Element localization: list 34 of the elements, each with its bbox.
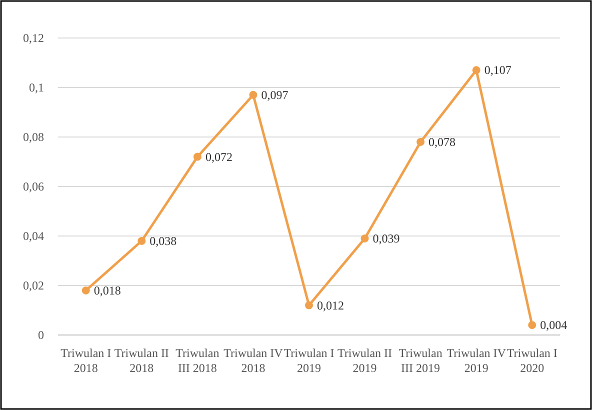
x-tick-label: Triwulan I 2018 <box>60 346 112 375</box>
data-label: 0,012 <box>317 298 344 312</box>
x-tick-label: Triwulan II 2018 <box>114 346 169 375</box>
y-tick-label: 0,08 <box>23 130 44 144</box>
data-label: 0,107 <box>484 63 512 78</box>
data-label: 0,038 <box>150 234 177 248</box>
data-label: 0,072 <box>205 150 232 164</box>
y-tick-label: 0,04 <box>23 229 44 243</box>
y-tick-label: 0,02 <box>23 278 44 292</box>
point <box>528 321 536 330</box>
x-tick-label: Triwulan IV 2019 <box>446 346 506 375</box>
data-label: 0,004 <box>540 318 568 332</box>
x-tick-label: Triwulan III 2018 <box>176 346 220 375</box>
point <box>305 301 313 310</box>
x-tick-label: Triwulan I 2019 <box>284 346 334 375</box>
x-tick-label: Triwulan II 2019 <box>337 346 392 375</box>
y-tick-label: 0,06 <box>23 180 44 194</box>
point <box>416 138 425 146</box>
x-tick-label: Triwulan IV 2018 <box>224 346 284 375</box>
point <box>249 90 258 99</box>
y-tick-label: 0 <box>38 328 44 342</box>
data-label: 0,039 <box>372 231 400 246</box>
point <box>472 66 480 74</box>
data-label: 0,078 <box>428 134 456 149</box>
y-tick-label: 0,12 <box>23 31 44 45</box>
x-tick-label: Triwulan III 2019 <box>398 346 442 375</box>
y-tick-label: 0,1 <box>29 80 44 94</box>
point <box>82 286 90 294</box>
point <box>138 236 146 245</box>
x-tick-label: Triwulan I 2020 <box>506 346 558 375</box>
data-label: 0,097 <box>261 88 288 102</box>
point <box>360 234 369 242</box>
point <box>193 152 202 161</box>
data-label: 0,018 <box>94 283 121 298</box>
